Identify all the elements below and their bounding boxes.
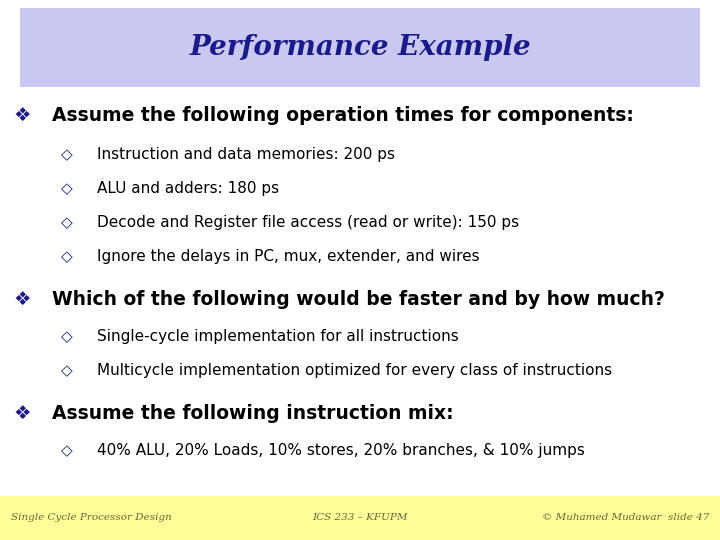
Text: Ignore the delays in PC, mux, extender, and wires: Ignore the delays in PC, mux, extender, …	[97, 249, 480, 264]
Text: Single Cycle Processor Design: Single Cycle Processor Design	[11, 514, 171, 522]
Bar	[20, 8, 700, 87]
Bar	[0, 496, 720, 540]
Text: ◇: ◇	[61, 181, 73, 196]
Text: ◇: ◇	[61, 215, 73, 230]
Text: ❖: ❖	[13, 404, 30, 423]
Text: Performance Example: Performance Example	[189, 34, 531, 61]
Text: Decode and Register file access (read or write): 150 ps: Decode and Register file access (read or…	[97, 215, 519, 230]
Text: ◇: ◇	[61, 443, 73, 458]
Text: ◇: ◇	[61, 363, 73, 379]
Text: ❖: ❖	[13, 106, 30, 125]
Text: Assume the following instruction mix:: Assume the following instruction mix:	[52, 404, 454, 423]
Text: ◇: ◇	[61, 249, 73, 264]
Text: Assume the following operation times for components:: Assume the following operation times for…	[52, 106, 634, 125]
Text: ICS 233 – KFUPM: ICS 233 – KFUPM	[312, 514, 408, 522]
Text: © Muhamed Mudawar  slide 47: © Muhamed Mudawar slide 47	[542, 514, 709, 522]
Text: Instruction and data memories: 200 ps: Instruction and data memories: 200 ps	[97, 147, 395, 162]
Text: ◇: ◇	[61, 329, 73, 345]
Text: Single-cycle implementation for all instructions: Single-cycle implementation for all inst…	[97, 329, 459, 345]
Text: ALU and adders: 180 ps: ALU and adders: 180 ps	[97, 181, 279, 196]
Text: ❖: ❖	[13, 289, 30, 309]
Text: Multicycle implementation optimized for every class of instructions: Multicycle implementation optimized for …	[97, 363, 612, 379]
Text: ◇: ◇	[61, 147, 73, 162]
Text: Which of the following would be faster and by how much?: Which of the following would be faster a…	[52, 289, 665, 309]
Text: 40% ALU, 20% Loads, 10% stores, 20% branches, & 10% jumps: 40% ALU, 20% Loads, 10% stores, 20% bran…	[97, 443, 585, 458]
